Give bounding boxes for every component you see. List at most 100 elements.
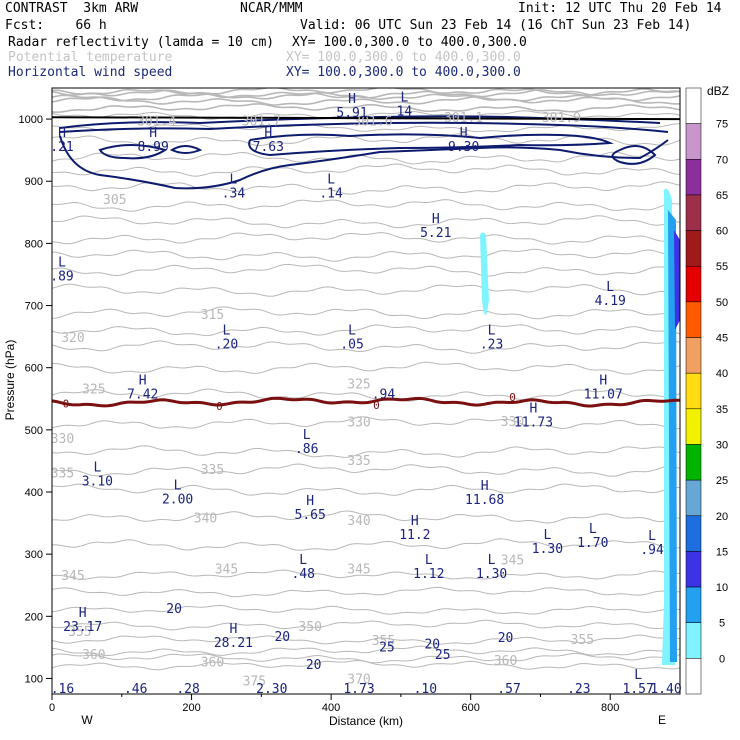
wind-contour-25-west	[98, 144, 168, 160]
extremum-value: .94	[372, 387, 396, 402]
extremum-value: 4.19	[595, 294, 626, 309]
x-tick-label: 600	[461, 702, 479, 714]
extremum-value: .46	[124, 682, 147, 697]
extremum-letter: L	[58, 255, 66, 270]
zero-contour-label: 0	[373, 399, 380, 412]
x-tick-label: 0	[49, 702, 55, 714]
theta-contour-line	[52, 604, 680, 615]
east-label: E	[658, 713, 666, 727]
theta-contour-label: 345	[215, 563, 238, 578]
reflectivity-fill	[480, 188, 680, 665]
wind-contour-20-bottom	[59, 135, 669, 190]
theta-contour-label: 350	[298, 620, 321, 635]
reflectivity-cell	[480, 232, 489, 315]
theta-contour-label: 335	[201, 463, 224, 478]
field-reflectivity-xy: XY= 100.0,300.0 to 400.0,300.0	[292, 35, 527, 50]
extremum-value: .34	[222, 187, 246, 202]
theta-contour-line	[52, 463, 680, 477]
colorbar-swatch	[685, 408, 702, 445]
colorbar-swatch	[685, 372, 702, 410]
theta-contour-line	[52, 510, 680, 524]
extremum-letter: L	[634, 668, 642, 683]
colorbar-level-label: 15	[716, 546, 728, 558]
theta-contour-label: 360	[82, 648, 105, 663]
colorbar-swatch	[685, 87, 702, 124]
zero-contour: 0 0 0 0	[52, 116, 680, 413]
extremum-value: .23	[567, 682, 590, 697]
field-wind-xy: XY= 100.0,300.0 to 400.0,300.0	[286, 65, 521, 80]
colorbar-level-label: 60	[716, 226, 728, 238]
extremum-value: 1.30	[532, 542, 563, 557]
extremum-value: 7.42	[127, 387, 158, 402]
theta-contour-line	[52, 232, 680, 245]
extremum-value: .20	[215, 338, 238, 353]
theta-contour-label: 301.7	[242, 115, 281, 130]
y-tick-label: 200	[25, 611, 43, 623]
colorbar-swatch	[685, 515, 702, 552]
theta-contour-label: 325	[82, 382, 105, 397]
init-time: Init: 12 UTC Thu 20 Feb 14	[518, 1, 722, 16]
wind-contour-25-center	[248, 133, 614, 157]
extremum-letter: L	[589, 522, 597, 537]
ground-line	[52, 116, 680, 121]
valid-time: Valid: 06 UTC Sun 23 Feb 14 (16 ChT Sun …	[300, 18, 692, 33]
theta-contour-label: 355	[372, 634, 395, 649]
forecast-hour: Fcst: 66 h	[5, 18, 107, 33]
colorbar-level-label: 45	[716, 333, 728, 345]
theta-contour-label: 301.9	[542, 111, 581, 126]
extremum-value: 9.30	[448, 140, 479, 155]
theta-contour-line	[52, 151, 680, 165]
extremum-value: .16	[51, 682, 74, 697]
colorbar-unit: dBZ	[707, 84, 729, 98]
theta-contour-line	[52, 586, 680, 598]
theta-contour-line	[52, 103, 680, 114]
theta-contour-label: 335	[347, 454, 370, 469]
y-tick-label: 600	[25, 363, 43, 375]
extremum-value: .14	[319, 187, 343, 202]
extremum-letter: H	[599, 373, 607, 388]
theta-contour-line	[52, 569, 680, 580]
extremum-value: 11.68	[465, 493, 504, 508]
extremum-letter: L	[648, 529, 656, 544]
colorbar-swatch	[685, 123, 702, 160]
theta-contour-label: 340	[194, 512, 217, 527]
extremum-letter: L	[303, 428, 311, 443]
colorbar-swatch	[685, 479, 702, 517]
colorbar-swatch	[685, 586, 702, 623]
extremum-value: .48	[291, 567, 314, 582]
extremum-letter: H	[411, 514, 419, 529]
field-wind-name: Horizontal wind speed	[8, 65, 173, 80]
colorbar-level-label: 35	[716, 404, 728, 416]
theta-contour-line	[52, 445, 680, 458]
extremum-value: .05	[340, 338, 363, 353]
extremum-letter: L	[174, 478, 182, 493]
extremum-value: 8.99	[138, 140, 169, 155]
extremum-value: 14	[397, 105, 413, 120]
wind-contours	[59, 115, 669, 190]
plot-frame	[51, 87, 681, 695]
y-tick-label: 1000	[19, 114, 43, 126]
colorbar-level-label: 55	[716, 261, 728, 273]
theta-labels: 360 360 370 375 360 355 355 355 350 345 345 345 345 3…	[51, 111, 594, 690]
extremum-letter: L	[400, 91, 408, 106]
wind-contour-label: 20	[274, 630, 290, 645]
theta-contour-label: 301.1	[444, 111, 483, 126]
colorbar-swatch	[685, 622, 702, 659]
theta-contour-label: 305	[103, 193, 126, 208]
theta-contours	[52, 88, 680, 671]
theta-contour-line	[52, 538, 680, 551]
colorbar-swatch	[685, 551, 702, 588]
theta-contour-label: 370	[347, 673, 370, 688]
theta-contour-line	[52, 361, 680, 375]
y-tick-label: 400	[25, 487, 43, 499]
colorbar-level-label: 75	[716, 119, 728, 131]
theta-contour-label: 325	[347, 377, 370, 392]
theta-contour-line	[52, 263, 680, 277]
wind-contour-25-small	[169, 145, 203, 154]
colorbar-swatch	[685, 159, 702, 196]
extremum-value: 1.57	[622, 682, 653, 697]
colorbar-swatch	[685, 337, 702, 374]
theta-contour-line	[52, 340, 680, 354]
colorbar-swatch	[685, 230, 702, 267]
theta-contour-line	[52, 483, 680, 496]
